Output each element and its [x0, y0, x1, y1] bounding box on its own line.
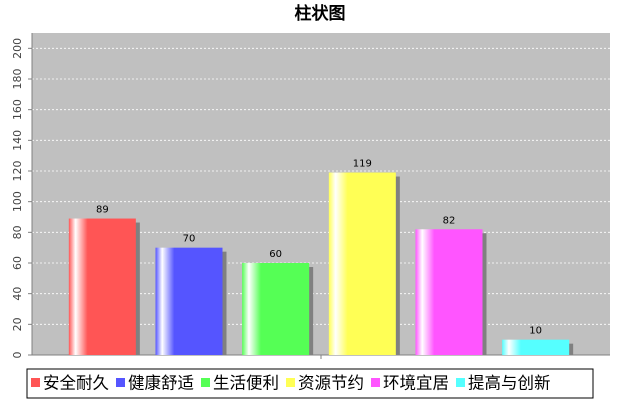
legend-label: 环境宜居 [383, 374, 449, 393]
y-tick-label: 100 [11, 191, 24, 212]
y-tick-label: 200 [11, 38, 24, 59]
bar [502, 339, 570, 355]
bar [328, 172, 396, 355]
data-label: 10 [529, 326, 542, 337]
chart-title: 柱状图 [295, 3, 346, 24]
data-label: 82 [443, 215, 456, 226]
legend-swatch [31, 378, 40, 387]
y-tick-label: 60 [11, 256, 24, 270]
legend-label: 生活便利 [213, 374, 279, 393]
legend-label: 安全耐久 [43, 374, 109, 393]
legend-label: 资源节约 [298, 374, 364, 393]
data-label: 89 [96, 205, 109, 216]
bar [415, 229, 483, 355]
legend-swatch [456, 378, 465, 387]
y-tick-label: 20 [11, 317, 24, 331]
bar [242, 263, 310, 355]
legend-swatch [371, 378, 380, 387]
legend-label: 提高与创新 [468, 374, 551, 393]
y-tick-label: 0 [11, 352, 24, 359]
y-tick-label: 180 [11, 69, 24, 90]
legend-swatch [201, 378, 210, 387]
y-tick-label: 160 [11, 99, 24, 120]
y-tick-label: 80 [11, 225, 24, 239]
y-tick-label: 40 [11, 287, 24, 301]
data-label: 70 [183, 234, 196, 245]
legend-swatch [286, 378, 295, 387]
bar [155, 247, 223, 355]
y-tick-label: 140 [11, 130, 24, 151]
legend-label: 健康舒适 [128, 374, 194, 393]
data-label: 60 [269, 249, 282, 260]
data-label: 119 [353, 159, 372, 170]
y-tick-label: 120 [11, 161, 24, 182]
bar [68, 218, 136, 355]
legend-swatch [116, 378, 125, 387]
